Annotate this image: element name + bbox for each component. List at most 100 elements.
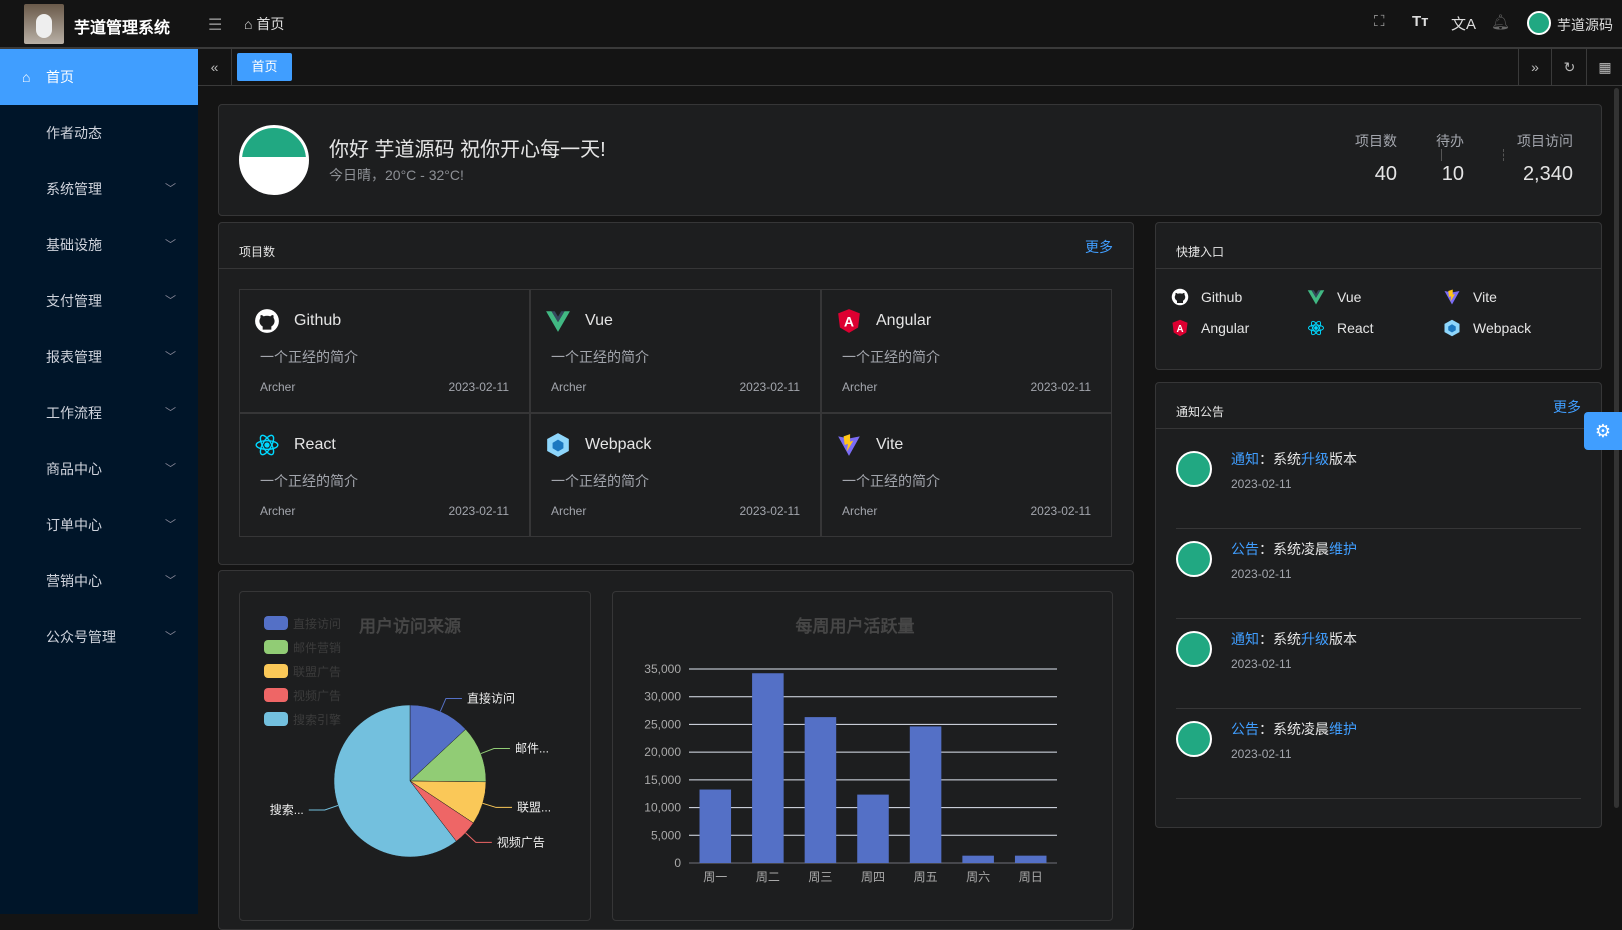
more-link[interactable]: 更多 xyxy=(1553,399,1581,415)
x-tick-label: 周日 xyxy=(1019,870,1043,884)
notice-highlight: 维护 xyxy=(1329,541,1357,557)
bar xyxy=(962,855,994,863)
menu-collapse-icon[interactable]: ☰ xyxy=(208,17,223,34)
notice-post: 版本 xyxy=(1329,631,1357,647)
notice-item[interactable]: 公告：系统凌晨维护 2023-02-11 xyxy=(1176,709,1581,799)
tabs-bar: « 首页 » ↻ ▦ xyxy=(198,49,1622,86)
notice-item[interactable]: 通知：系统升级版本 2023-02-11 xyxy=(1176,439,1581,529)
project-card[interactable]: React 一个正经的简介 Archer 2023-02-11 xyxy=(239,413,530,537)
project-name: Vue xyxy=(585,312,613,329)
bar xyxy=(804,717,837,863)
notice-date: 2023-02-11 xyxy=(1231,657,1292,671)
svg-text:A: A xyxy=(844,313,854,329)
sidebar-item-label: 报表管理 xyxy=(46,349,102,365)
notice-pre: 系统 xyxy=(1273,451,1301,467)
bar xyxy=(1014,855,1047,863)
notice-item[interactable]: 公告：系统凌晨维护 2023-02-11 xyxy=(1176,529,1581,619)
pie-slice xyxy=(333,704,457,858)
project-author: Archer xyxy=(551,504,587,518)
welcome-card: 你好 芋道源码 祝你开心每一天! 今日晴，20°C - 32°C! 项目数 40… xyxy=(218,104,1602,216)
notice-type[interactable]: 通知 xyxy=(1231,451,1259,467)
sidebar-item[interactable]: 系统管理 ﹀ xyxy=(0,161,198,217)
legend-label: 直接访问 xyxy=(293,616,341,631)
sidebar-item[interactable]: 作者动态 xyxy=(0,105,198,161)
divider xyxy=(1503,149,1504,161)
project-card[interactable]: Github 一个正经的简介 Archer 2023-02-11 xyxy=(239,289,530,413)
x-tick-label: 周四 xyxy=(861,870,885,884)
quick-link[interactable]: React xyxy=(1307,319,1427,339)
pie-chart: 用户访问来源直接访问邮件营销联盟广告视频广告搜索引擎直接访问邮件...联盟...… xyxy=(264,616,551,858)
legend-label: 搜索引擎 xyxy=(293,712,341,727)
scroll-left-icon[interactable]: « xyxy=(198,49,232,85)
user-name[interactable]: 芋道源码 xyxy=(1557,17,1613,33)
vue-icon xyxy=(1307,288,1325,306)
notice-text: 通知：系统升级版本 xyxy=(1231,449,1357,469)
react-icon xyxy=(1307,319,1325,337)
sidebar-item-label: 支付管理 xyxy=(46,293,102,309)
sidebar-item[interactable]: ⌂ 首页 xyxy=(0,49,198,105)
notice-type[interactable]: 公告 xyxy=(1231,541,1259,557)
pie-label-line xyxy=(480,748,510,755)
sidebar-item-label: 首页 xyxy=(46,69,74,85)
project-name: Github xyxy=(294,312,342,329)
sidebar-item[interactable]: 工作流程 ﹀ xyxy=(0,385,198,441)
welcome-avatar xyxy=(239,125,309,195)
pie-label: 搜索... xyxy=(270,802,304,817)
grid-menu-icon[interactable]: ▦ xyxy=(1598,59,1612,75)
quick-access-card: 快捷入口 Github Vue Vite A Angular React Webpack xyxy=(1155,222,1602,370)
quick-link-label: Angular xyxy=(1201,320,1250,336)
project-card[interactable]: Vue 一个正经的简介 Archer 2023-02-11 xyxy=(530,289,821,413)
quick-link[interactable]: Vue xyxy=(1307,288,1427,308)
more-link[interactable]: 更多 xyxy=(1085,239,1113,255)
notice-type[interactable]: 公告 xyxy=(1231,721,1259,737)
quick-link[interactable]: Webpack xyxy=(1443,319,1563,339)
font-size-icon[interactable]: Tт xyxy=(1412,13,1429,30)
pie-label-line xyxy=(439,697,462,712)
quick-link[interactable]: A Angular xyxy=(1171,319,1291,339)
y-tick-label: 25,000 xyxy=(644,717,681,731)
sidebar-item[interactable]: 订单中心 ﹀ xyxy=(0,497,198,553)
translate-icon[interactable]: 文A xyxy=(1451,16,1477,33)
project-card[interactable]: Vite 一个正经的简介 Archer 2023-02-11 xyxy=(821,413,1112,537)
pie-chart-card: 用户访问来源 直接访问 邮件营销 联盟广告 视频广告 搜索引擎 直接访问 邮件... 联盟...… xyxy=(239,591,591,921)
quick-link-label: Github xyxy=(1201,289,1243,305)
sidebar-item[interactable]: 营销中心 ﹀ xyxy=(0,553,198,609)
sidebar-item[interactable]: 基础设施 ﹀ xyxy=(0,217,198,273)
project-date: 2023-02-11 xyxy=(1030,380,1092,394)
scroll-right-icon[interactable]: » xyxy=(1518,49,1552,85)
tab-home[interactable]: 首页 xyxy=(237,53,292,81)
bell-icon[interactable]: 🔔︎ xyxy=(1491,14,1511,31)
project-card[interactable]: A Angular 一个正经的简介 Archer 2023-02-11 xyxy=(821,289,1112,413)
vite-icon xyxy=(1443,288,1461,306)
pie-label: 联盟... xyxy=(517,800,551,814)
chevron-down-icon: ﹀ xyxy=(165,407,176,419)
quick-link[interactable]: Vite xyxy=(1443,288,1563,308)
angular-icon: A xyxy=(1171,319,1189,337)
project-date: 2023-02-11 xyxy=(739,504,801,518)
sidebar-item[interactable]: 商品中心 ﹀ xyxy=(0,441,198,497)
project-desc: 一个正经的简介 xyxy=(842,349,940,365)
sidebar-item[interactable]: 报表管理 ﹀ xyxy=(0,329,198,385)
legend-label: 邮件营销 xyxy=(293,641,341,655)
webpack-icon xyxy=(545,432,571,458)
legend-label: 视频广告 xyxy=(293,688,341,703)
github-icon xyxy=(1171,288,1189,306)
notice-highlight: 维护 xyxy=(1329,721,1357,737)
fullscreen-icon[interactable]: ⛶ xyxy=(1374,13,1385,30)
avatar[interactable] xyxy=(1527,11,1551,35)
refresh-icon[interactable]: ↻ xyxy=(1553,49,1587,85)
sidebar: ⌂ 首页 作者动态 系统管理 ﹀ 基础设施 ﹀ 支付管理 ﹀ 报表管理 ﹀ 工作流程 ﹀ 商品中心 ﹀ 订单中… xyxy=(0,49,198,914)
sidebar-item[interactable]: 公众号管理 ﹀ xyxy=(0,609,198,665)
vite-icon xyxy=(836,432,862,458)
sidebar-item-label: 工作流程 xyxy=(46,405,102,421)
breadcrumb[interactable]: ⌂ 首页 xyxy=(244,14,284,34)
settings-gear-icon[interactable]: ⚙ xyxy=(1584,412,1622,450)
notice-type[interactable]: 通知 xyxy=(1231,631,1259,647)
notice-sep: ： xyxy=(1259,541,1273,557)
notice-item[interactable]: 通知：系统升级版本 2023-02-11 xyxy=(1176,619,1581,709)
project-card[interactable]: Webpack 一个正经的简介 Archer 2023-02-11 xyxy=(530,413,821,537)
sidebar-item[interactable]: 支付管理 ﹀ xyxy=(0,273,198,329)
notice-text: 通知：系统升级版本 xyxy=(1231,629,1357,649)
quick-link[interactable]: Github xyxy=(1171,288,1291,308)
quick-link-label: Vite xyxy=(1473,289,1497,305)
